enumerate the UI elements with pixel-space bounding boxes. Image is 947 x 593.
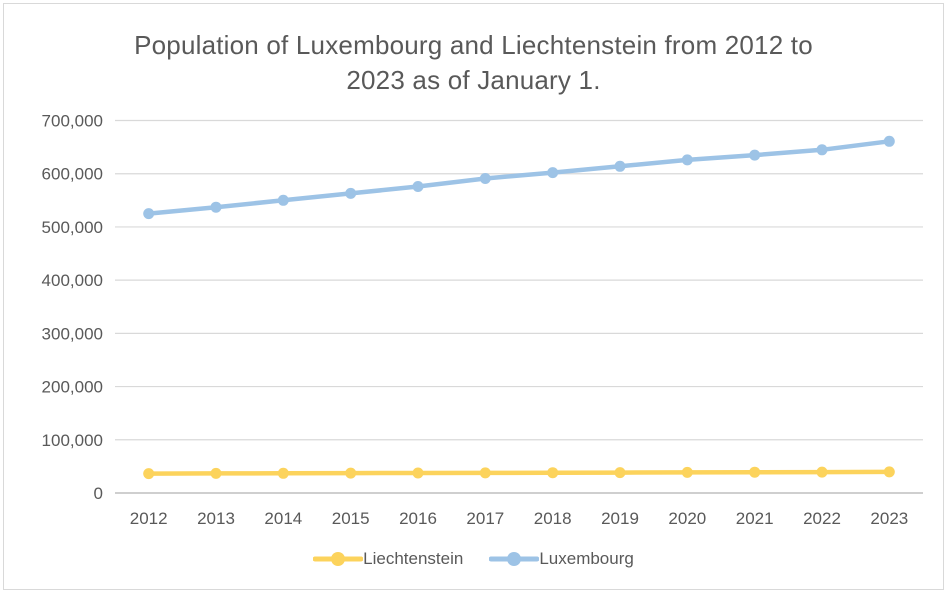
y-tick-label: 700,000 [42, 112, 103, 131]
x-tick-label: 2022 [803, 509, 841, 528]
chart-title-text: Population of Luxembourg and Liechtenste… [134, 30, 813, 96]
series-point-luxembourg-2020 [681, 154, 693, 166]
y-tick-label: 100,000 [42, 431, 103, 450]
y-tick-label: 300,000 [42, 324, 103, 343]
series-point-liechtenstein-2023 [883, 466, 895, 478]
series-point-luxembourg-2022 [816, 144, 828, 156]
x-tick-label: 2013 [197, 509, 235, 528]
y-tick-label: 600,000 [42, 165, 103, 184]
legend-item-liechtenstein: Liechtenstein [313, 549, 463, 569]
series-point-luxembourg-2018 [547, 167, 559, 179]
series-point-luxembourg-2023 [883, 135, 895, 147]
series-point-liechtenstein-2022 [816, 466, 828, 478]
series-point-luxembourg-2016 [412, 181, 424, 192]
x-tick-label: 2020 [668, 509, 706, 528]
liechtenstein-line-marker-icon [313, 552, 364, 566]
chart-title: Population of Luxembourg and Liechtenste… [0, 28, 947, 98]
legend-label-liechtenstein: Liechtenstein [363, 549, 464, 568]
x-tick-label: 2019 [601, 509, 639, 528]
series-point-luxembourg-2019 [614, 160, 626, 172]
series-point-liechtenstein-2014 [277, 467, 289, 479]
x-tick-label: 2017 [466, 509, 504, 528]
x-tick-label: 2021 [736, 509, 774, 528]
x-tick-label: 2016 [399, 509, 437, 528]
series-point-luxembourg-2014 [277, 194, 289, 206]
series-line-luxembourg [146, 139, 892, 216]
series-point-liechtenstein-2017 [479, 467, 491, 479]
y-tick-label: 200,000 [42, 378, 103, 397]
series-point-luxembourg-2013 [210, 201, 222, 213]
series-line-liechtenstein [146, 469, 892, 476]
legend-item-luxembourg: Luxembourg [489, 549, 634, 569]
series-point-liechtenstein-2020 [681, 466, 693, 478]
series-point-liechtenstein-2019 [614, 467, 626, 479]
series-point-liechtenstein-2021 [749, 466, 761, 478]
luxembourg-line-marker-icon [489, 552, 540, 566]
series-point-liechtenstein-2016 [412, 467, 424, 479]
series-point-liechtenstein-2015 [345, 467, 357, 479]
legend: Liechtenstein Luxembourg [0, 549, 947, 569]
series-point-liechtenstein-2013 [210, 467, 222, 479]
series-point-liechtenstein-2012 [143, 468, 155, 480]
series-point-luxembourg-2021 [749, 149, 761, 161]
x-tick-label: 2018 [534, 509, 572, 528]
legend-label-luxembourg: Luxembourg [539, 549, 634, 568]
x-tick-label: 2012 [130, 509, 168, 528]
y-tick-label: 500,000 [42, 218, 103, 237]
y-tick-label: 400,000 [42, 271, 103, 290]
x-tick-label: 2023 [870, 509, 908, 528]
series-point-liechtenstein-2018 [547, 467, 559, 479]
x-tick-label: 2014 [264, 509, 302, 528]
x-tick-label: 2015 [332, 509, 370, 528]
series-point-luxembourg-2015 [345, 187, 357, 199]
series-point-luxembourg-2017 [479, 173, 491, 184]
series-point-luxembourg-2012 [143, 208, 155, 220]
y-tick-label: 0 [94, 484, 103, 503]
